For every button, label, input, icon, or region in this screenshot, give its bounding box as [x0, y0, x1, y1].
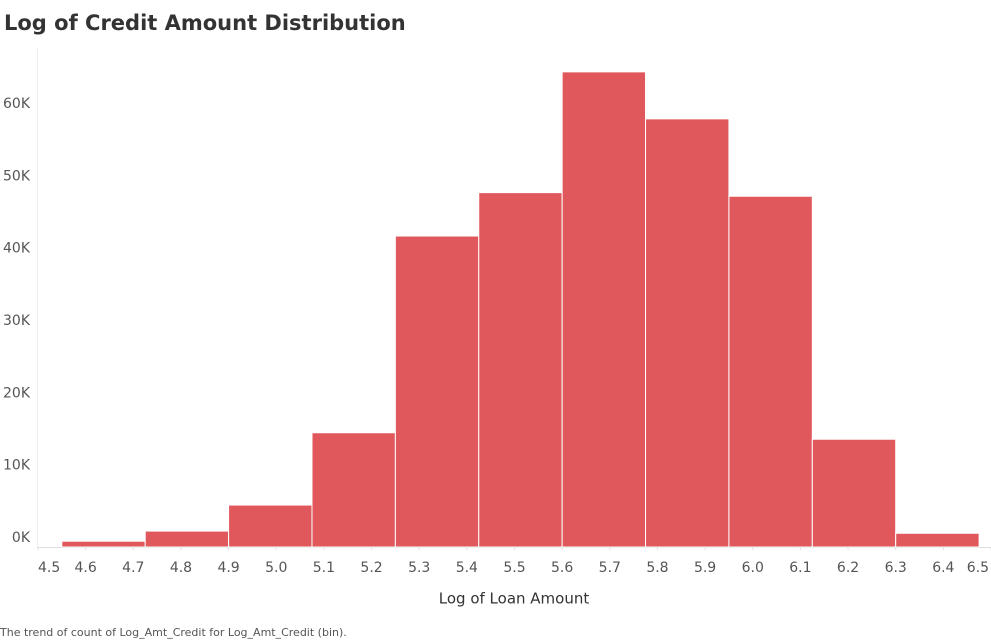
y-tick-label: 40K — [3, 241, 31, 257]
x-tick-label: 4.5 — [38, 560, 60, 576]
bar — [311, 432, 396, 548]
bar — [728, 195, 813, 548]
x-tick-label: 6.1 — [789, 560, 811, 576]
x-tick-label: 5.7 — [599, 560, 621, 576]
x-tick-label: 4.7 — [122, 560, 144, 576]
y-tick-label: 30K — [3, 313, 31, 329]
footnote: The trend of count of Log_Amt_Credit for… — [0, 626, 347, 639]
x-tick-label: 6.2 — [837, 560, 859, 576]
x-tick-label: 5.4 — [456, 560, 478, 576]
x-tick-label: 5.6 — [551, 560, 573, 576]
bar — [61, 540, 146, 548]
x-tick-label: 5.3 — [408, 560, 430, 576]
x-tick-label: 4.9 — [217, 560, 239, 576]
bar — [561, 71, 647, 548]
x-axis-label: Log of Loan Amount — [439, 590, 590, 608]
x-tick-label: 5.2 — [360, 560, 382, 576]
chart-title: Log of Credit Amount Distribution — [4, 11, 406, 35]
bar — [895, 532, 980, 548]
y-tick-label: 0K — [12, 530, 31, 546]
bar — [478, 192, 563, 548]
x-tick-label: 6.5 — [967, 560, 989, 576]
bar — [645, 118, 730, 548]
x-tick-label: 6.4 — [932, 560, 954, 576]
y-tick-label: 20K — [3, 385, 31, 401]
y-tick-label: 50K — [3, 168, 31, 184]
x-tick-label: 5.8 — [646, 560, 668, 576]
x-tick-label: 4.8 — [170, 560, 192, 576]
x-tick-label: 5.9 — [694, 560, 716, 576]
x-tick-label: 5.1 — [313, 560, 335, 576]
x-tick-label: 4.6 — [75, 560, 97, 576]
bar — [144, 530, 230, 548]
x-tick-label: 6.0 — [742, 560, 764, 576]
x-tick-label: 5.5 — [503, 560, 525, 576]
y-tick-label: 10K — [3, 458, 31, 474]
bar — [811, 438, 897, 548]
x-tick-label: 6.3 — [885, 560, 907, 576]
y-tick-label: 60K — [3, 96, 31, 112]
x-tick-label: 5.0 — [265, 560, 287, 576]
bar — [228, 504, 313, 548]
bar — [394, 235, 480, 548]
